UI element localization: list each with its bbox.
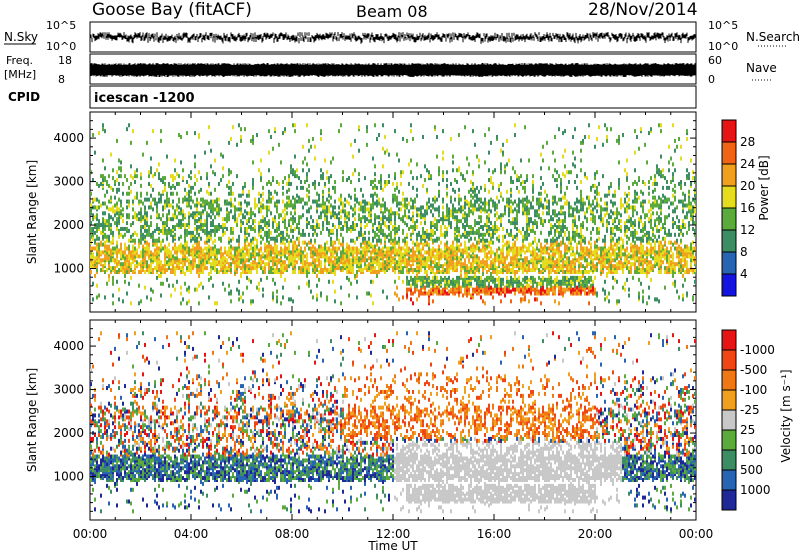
- y-tick-label: 4000: [53, 339, 84, 353]
- nsky-tick-bottom: 10^0: [46, 40, 76, 53]
- freq-tick-top: 18: [58, 54, 72, 67]
- x-tick-label: 20:00: [578, 527, 613, 541]
- nave-label: Nave: [746, 61, 777, 75]
- colorbar-tick-label: 25: [740, 423, 755, 437]
- y-tick-label: 1000: [53, 470, 84, 484]
- radar-title: Goose Bay (fitACF): [92, 0, 252, 20]
- nsky-trace: [89, 32, 696, 44]
- date-title: 28/Nov/2014: [588, 0, 698, 20]
- x-tick-label: 12:00: [376, 527, 411, 541]
- power-colorbar-label: Power [dB]: [757, 155, 771, 220]
- freq-trace: [89, 63, 696, 77]
- y-tick-label: 2000: [53, 426, 84, 440]
- x-tick-label: 04:00: [174, 527, 209, 541]
- cpid-panel-frame: [89, 85, 697, 109]
- power-ylabel: Slant Range [km]: [25, 160, 39, 264]
- x-tick-label: 00:00: [679, 527, 714, 541]
- colorbar-tick-label: 24: [740, 157, 755, 171]
- colorbar-tick-label: 28: [740, 135, 755, 149]
- colorbar-tick-label: 4: [740, 267, 748, 281]
- x-axis-label: Time UT: [367, 539, 418, 553]
- freq-tick-bottom: 8: [58, 73, 65, 86]
- freq-unit-label: [MHz]: [4, 68, 36, 81]
- colorbar-tick-label: 8: [740, 245, 748, 259]
- velocity-colorbar: 1000 500 100 25 -25 -100 -500 -1000: [721, 329, 775, 511]
- colorbar-tick-label: 1000: [740, 483, 771, 497]
- velocity-heatmap: [90, 331, 696, 514]
- colorbar-tick-label: 12: [740, 223, 755, 237]
- colorbar-tick-label: -1000: [740, 343, 775, 357]
- y-tick-label: 1000: [53, 262, 84, 276]
- y-tick-label: 3000: [53, 383, 84, 397]
- colorbar-tick-label: 16: [740, 201, 755, 215]
- colorbar-tick-label: 20: [740, 179, 755, 193]
- x-tick-label: 08:00: [275, 527, 310, 541]
- nsearch-label: N.Search: [746, 30, 800, 44]
- nsky-label: N.Sky: [4, 30, 38, 44]
- velocity-colorbar-label: Velocity [m s⁻¹]: [779, 369, 793, 462]
- colorbar-tick-label: -100: [740, 383, 767, 397]
- nsearch-tick-bottom: 10^0: [708, 40, 738, 53]
- x-tick-label: 16:00: [477, 527, 512, 541]
- nave-tick-bottom: 0: [708, 73, 715, 86]
- colorbar-tick-label: 500: [740, 463, 763, 477]
- y-tick-label: 2000: [53, 218, 84, 232]
- velocity-ylabel: Slant Range [km]: [25, 368, 39, 472]
- nsearch-tick-top: 10^5: [708, 19, 738, 32]
- nave-tick-top: 60: [708, 54, 722, 67]
- power-colorbar: 4 8 12 16 20 24 28: [721, 119, 755, 297]
- x-tick-label: 00:00: [73, 527, 108, 541]
- nsky-tick-top: 10^5: [46, 19, 76, 32]
- cpid-value: icescan -1200: [94, 91, 195, 106]
- beam-title: Beam 08: [356, 2, 428, 21]
- colorbar-tick-label: 100: [740, 443, 763, 457]
- cpid-label: CPID: [8, 90, 40, 104]
- freq-label: Freq.: [6, 54, 33, 67]
- y-tick-label: 3000: [53, 175, 84, 189]
- y-tick-label: 4000: [53, 131, 84, 145]
- colorbar-tick-label: -500: [740, 363, 767, 377]
- power-heatmap: [90, 123, 696, 306]
- colorbar-tick-label: -25: [740, 403, 760, 417]
